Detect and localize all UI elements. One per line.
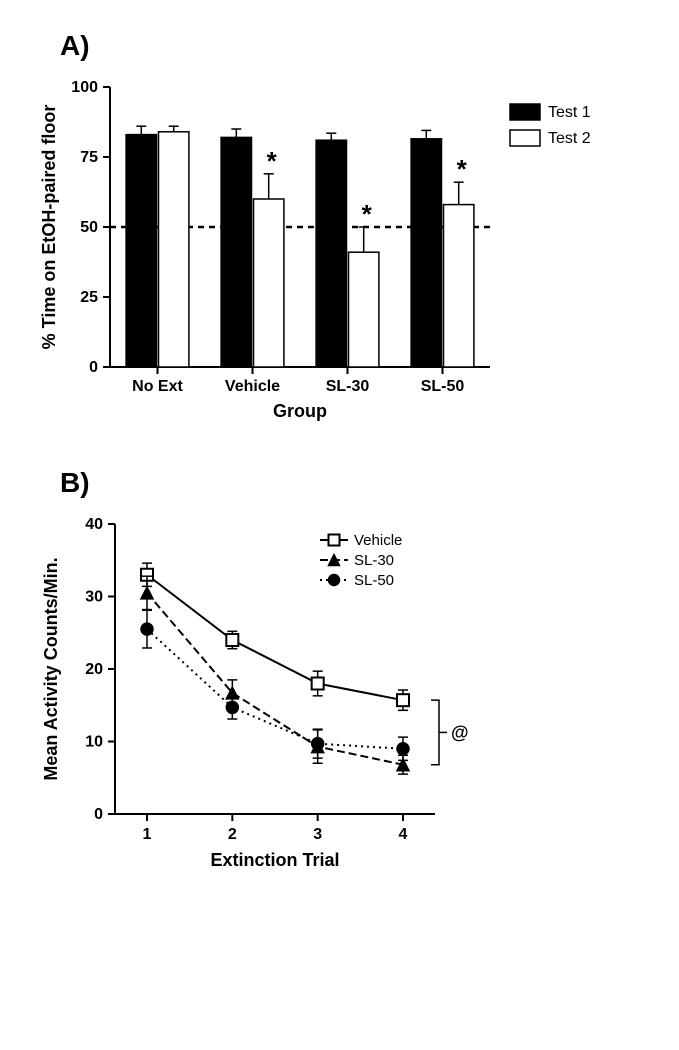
svg-text:75: 75 <box>80 149 98 166</box>
bar <box>159 132 189 367</box>
svg-text:50: 50 <box>80 219 98 236</box>
x-axis-title: Extinction Trial <box>210 850 339 870</box>
legend-label: Vehicle <box>354 532 402 549</box>
panel-a-label: A) <box>60 30 659 62</box>
panel-a-chart: 0 25 50 75 100 No Ext Vehicle SL-30 SL-50 * * * Grou… <box>20 67 659 427</box>
legend-label: Test 1 <box>548 104 591 121</box>
bar <box>221 137 251 367</box>
svg-text:30: 30 <box>85 589 103 606</box>
svg-text:10: 10 <box>85 734 103 751</box>
figure-container: A) 0255075100No ExtVehicleSL-30SL-50***G… <box>20 30 659 884</box>
x-axis-title: Group <box>273 401 327 421</box>
svg-text:SL-30: SL-30 <box>326 378 370 395</box>
svg-text:25: 25 <box>80 289 98 306</box>
series-line <box>147 629 403 749</box>
svg-text:0: 0 <box>94 806 103 823</box>
svg-text:100: 100 <box>71 79 98 96</box>
svg-text:No Ext: No Ext <box>132 378 183 395</box>
bracket-symbol: @ <box>451 722 469 742</box>
series-line <box>147 593 403 765</box>
bar <box>316 140 346 367</box>
panel-b-label: B) <box>60 467 659 499</box>
bar <box>126 135 156 367</box>
significance-marker: * <box>362 199 373 229</box>
svg-text:20: 20 <box>85 661 103 678</box>
significance-marker: * <box>267 146 278 176</box>
svg-text:4: 4 <box>399 826 408 843</box>
svg-text:1: 1 <box>143 826 152 843</box>
legend-label: Test 2 <box>548 130 591 147</box>
legend-label: SL-50 <box>354 572 394 589</box>
bar <box>254 199 284 367</box>
bar <box>411 139 441 367</box>
svg-text:SL-50: SL-50 <box>421 378 465 395</box>
legend-label: SL-30 <box>354 552 394 569</box>
y-axis-title: % Time on EtOH-paired floor <box>39 105 59 350</box>
svg-text:2: 2 <box>228 826 237 843</box>
significance-marker: * <box>457 154 468 184</box>
bar <box>444 205 474 367</box>
legend-swatch <box>510 130 540 146</box>
y-axis-title: Mean Activity Counts/Min. <box>41 557 61 780</box>
svg-text:3: 3 <box>313 826 322 843</box>
svg-text:0: 0 <box>89 359 98 376</box>
bar <box>349 252 379 367</box>
svg-text:40: 40 <box>85 516 103 533</box>
series-line <box>147 575 403 700</box>
svg-text:Vehicle: Vehicle <box>225 378 280 395</box>
panel-b-chart: 0 10 20 30 40 1 2 3 4 Extinction Trial Mean Activi… <box>20 504 659 884</box>
comparison-bracket <box>431 700 439 765</box>
legend-swatch <box>510 104 540 120</box>
